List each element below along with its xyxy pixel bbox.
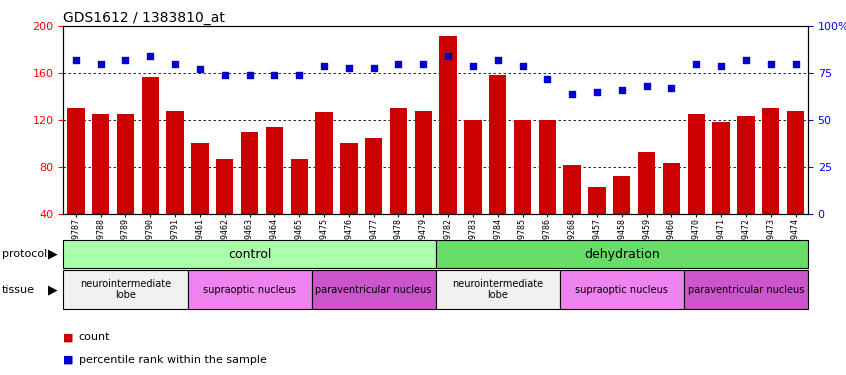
- Text: paraventricular nucleus: paraventricular nucleus: [688, 285, 804, 295]
- Bar: [188, 270, 311, 309]
- Bar: [117, 114, 135, 261]
- Bar: [340, 144, 358, 261]
- Point: [615, 87, 629, 93]
- Bar: [436, 270, 560, 309]
- Point: [342, 64, 355, 70]
- Text: ▶: ▶: [48, 248, 58, 261]
- Point: [591, 89, 604, 95]
- Text: supraoptic nucleus: supraoptic nucleus: [203, 285, 296, 295]
- Bar: [191, 144, 209, 261]
- Point: [168, 61, 182, 67]
- Text: percentile rank within the sample: percentile rank within the sample: [79, 355, 266, 365]
- Point: [193, 66, 206, 72]
- Point: [565, 91, 579, 97]
- Point: [665, 85, 678, 91]
- Bar: [613, 176, 630, 261]
- Bar: [63, 270, 188, 309]
- Bar: [638, 152, 656, 261]
- Point: [491, 57, 504, 63]
- Bar: [92, 114, 109, 261]
- Point: [118, 57, 132, 63]
- Text: count: count: [79, 333, 110, 342]
- Point: [267, 72, 281, 78]
- Bar: [662, 164, 680, 261]
- Point: [640, 83, 653, 89]
- Point: [94, 61, 107, 67]
- Bar: [216, 159, 233, 261]
- Point: [442, 53, 455, 59]
- Point: [416, 61, 430, 67]
- Text: GDS1612 / 1383810_at: GDS1612 / 1383810_at: [63, 11, 225, 25]
- Point: [367, 64, 381, 70]
- Bar: [712, 122, 730, 261]
- Point: [466, 63, 480, 69]
- Text: paraventricular nucleus: paraventricular nucleus: [316, 285, 431, 295]
- Bar: [563, 165, 581, 261]
- Point: [764, 61, 777, 67]
- Bar: [787, 111, 805, 261]
- Bar: [439, 36, 457, 261]
- Bar: [415, 111, 432, 261]
- Bar: [167, 111, 184, 261]
- Point: [739, 57, 753, 63]
- Point: [293, 72, 306, 78]
- Point: [69, 57, 83, 63]
- Text: ▶: ▶: [48, 283, 58, 296]
- Bar: [688, 114, 705, 261]
- Bar: [67, 108, 85, 261]
- Text: tissue: tissue: [2, 285, 35, 295]
- Point: [392, 61, 405, 67]
- Bar: [588, 187, 606, 261]
- Text: dehydration: dehydration: [584, 248, 660, 261]
- Text: supraoptic nucleus: supraoptic nucleus: [575, 285, 668, 295]
- Bar: [266, 127, 283, 261]
- Text: neurointermediate
lobe: neurointermediate lobe: [452, 279, 543, 300]
- Text: ■: ■: [63, 355, 74, 365]
- Point: [317, 63, 331, 69]
- Point: [541, 76, 554, 82]
- Bar: [311, 270, 436, 309]
- Bar: [464, 120, 481, 261]
- Bar: [290, 159, 308, 261]
- Bar: [489, 75, 507, 261]
- Point: [218, 72, 232, 78]
- Bar: [737, 117, 755, 261]
- Bar: [390, 108, 407, 261]
- Point: [788, 61, 802, 67]
- Bar: [141, 76, 159, 261]
- Bar: [684, 270, 808, 309]
- Point: [714, 63, 728, 69]
- Bar: [762, 108, 779, 261]
- Text: ■: ■: [63, 333, 74, 342]
- Text: neurointermediate
lobe: neurointermediate lobe: [80, 279, 171, 300]
- Point: [144, 53, 157, 59]
- Bar: [436, 240, 808, 268]
- Bar: [316, 112, 332, 261]
- Bar: [560, 270, 684, 309]
- Bar: [241, 132, 258, 261]
- Bar: [365, 138, 382, 261]
- Bar: [539, 120, 556, 261]
- Bar: [514, 120, 531, 261]
- Text: control: control: [228, 248, 272, 261]
- Point: [243, 72, 256, 78]
- Point: [516, 63, 530, 69]
- Point: [689, 61, 703, 67]
- Text: protocol: protocol: [2, 249, 47, 259]
- Bar: [63, 240, 436, 268]
